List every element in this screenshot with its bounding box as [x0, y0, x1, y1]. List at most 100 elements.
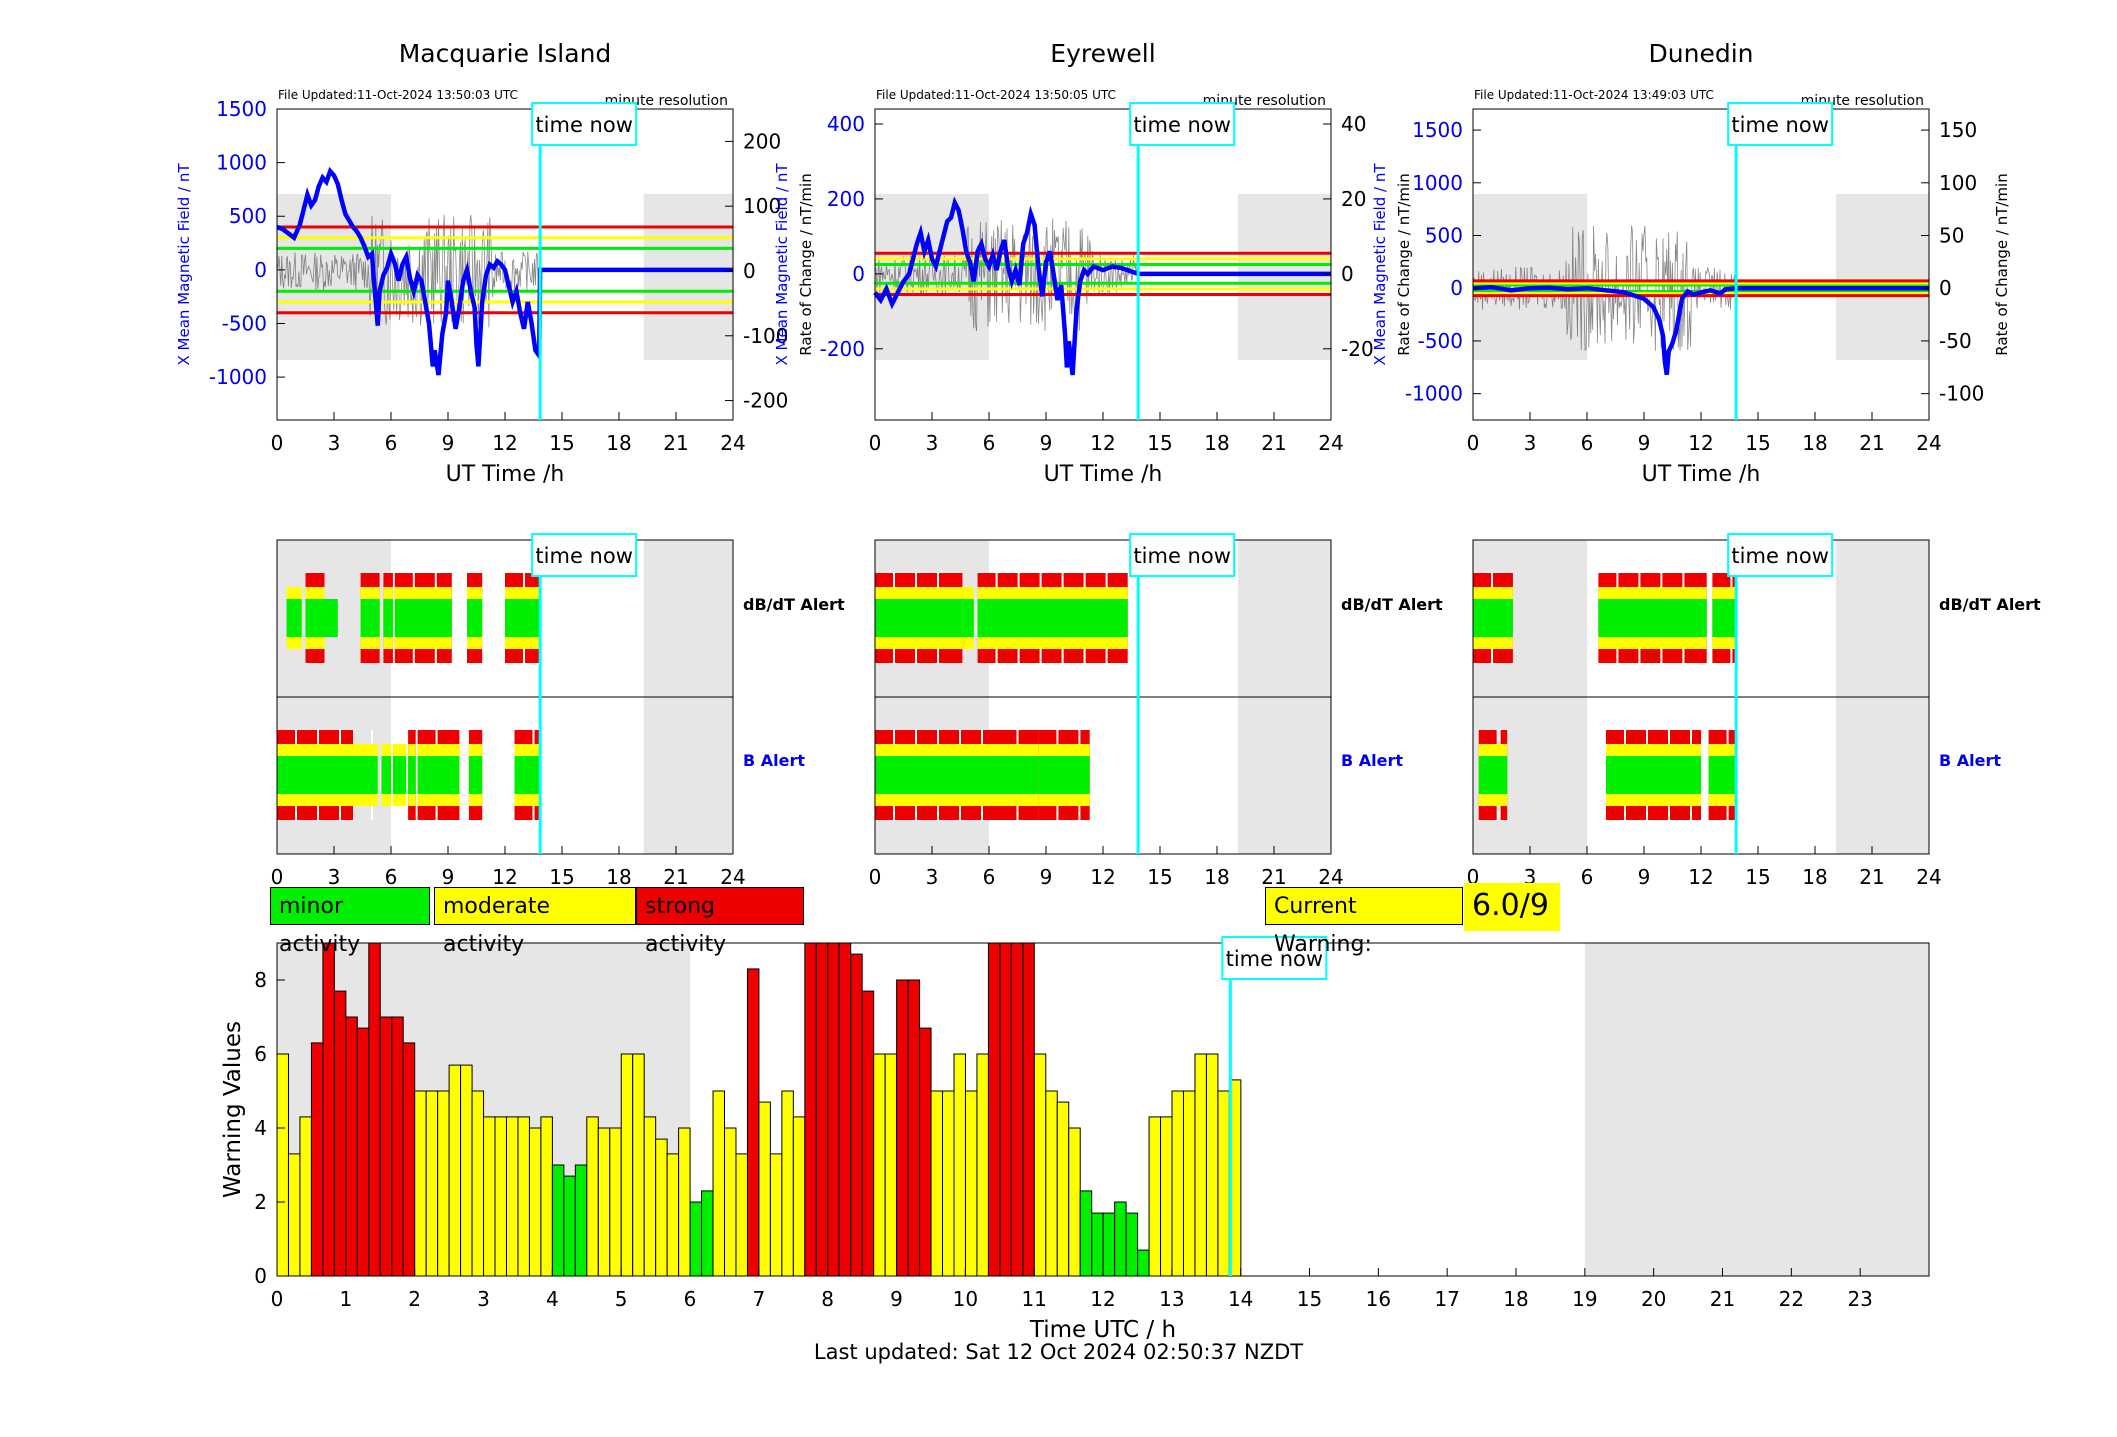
- x-tick-label: 17: [1434, 1287, 1459, 1311]
- y-tick-label: 2: [254, 1190, 267, 1214]
- right-tick-label: 50: [1939, 224, 1964, 248]
- b-alert-block-gap: [339, 806, 341, 820]
- warning-bar: [1010, 942, 1024, 1277]
- dbdt-alert-block-gap: [523, 573, 525, 587]
- x-tick-label: 14: [1228, 1287, 1253, 1311]
- dbdt-alert-block-gap: [1061, 649, 1064, 663]
- warning-bar: [976, 1053, 989, 1277]
- y-tick-label: 6: [254, 1042, 267, 1066]
- warning-bar: [1194, 1053, 1207, 1277]
- x-tick-label: 20: [1641, 1287, 1666, 1311]
- x-tick-label: 10: [953, 1287, 978, 1311]
- x-tick-label: 0: [271, 431, 284, 455]
- x-tick-label: 3: [328, 865, 341, 889]
- warning-bar: [1056, 1101, 1070, 1277]
- b-alert-block-gap: [1078, 806, 1081, 820]
- x-tick-label: 9: [1638, 865, 1651, 889]
- warning-bar: [701, 1190, 714, 1277]
- x-tick-label: 12: [1090, 1287, 1115, 1311]
- magnetic-field-trace: [1472, 284, 1929, 376]
- dbdt-alert-block-gap: [915, 573, 917, 587]
- x-tick-label: 15: [1745, 431, 1770, 455]
- warning-bar: [517, 1116, 530, 1277]
- b-alert-block-minor: [468, 756, 483, 794]
- x-tick-label: 18: [1204, 431, 1229, 455]
- b-alert-block-gap: [1498, 730, 1501, 744]
- warning-bar: [1125, 1212, 1139, 1277]
- b-alert-block-gap: [532, 806, 535, 820]
- right-tick-label: 40: [1341, 112, 1366, 136]
- x-tick-label: 9: [1040, 865, 1053, 889]
- warning-bar: [953, 1053, 966, 1277]
- x-tick-label: 8: [821, 1287, 834, 1311]
- dbdt-alert-block-gap: [1491, 649, 1493, 663]
- dbdt-alert-block-gap: [937, 649, 939, 663]
- dbdt-alert-block-minor: [318, 599, 338, 637]
- x-tick-label: 3: [328, 431, 341, 455]
- dbdt-alert-block-gap: [434, 649, 437, 663]
- dbdt-alert-block-gap: [1682, 573, 1685, 587]
- warning-bar: [792, 1116, 806, 1277]
- x-tick-label: 15: [549, 431, 574, 455]
- x-tick-label: 3: [926, 865, 939, 889]
- dbdt-alert-block-minor: [286, 599, 302, 637]
- warning-bar: [609, 1127, 622, 1277]
- warning-bar: [655, 1138, 668, 1277]
- x-tick-label: 12: [1688, 431, 1713, 455]
- x-tick-label: 6: [1581, 431, 1594, 455]
- dbdt-alert-block-gap: [1660, 649, 1663, 663]
- dbdt-alert-block-gap: [1017, 649, 1020, 663]
- dbdt-alert-block-minor: [1598, 599, 1707, 637]
- b-alert-label: B Alert: [1939, 751, 2001, 770]
- y2-axis-label: Rate of Change / nT/min: [797, 173, 815, 355]
- y-tick-label: 4: [254, 1116, 267, 1140]
- x-tick-label: 21: [1261, 431, 1286, 455]
- left-tick-label: -1000: [209, 365, 267, 389]
- warning-bar: [1068, 1127, 1081, 1277]
- x-tick-label: 19: [1572, 1287, 1597, 1311]
- x-axis-label: Time UTC / h: [1029, 1317, 1176, 1343]
- warning-bar: [919, 1027, 932, 1277]
- x-tick-label: 21: [1859, 865, 1884, 889]
- b-alert-block-gap: [295, 806, 297, 820]
- x-tick-label: 0: [869, 431, 882, 455]
- alert-panel-1: 0 3 6 9 12 15 18 21 24 dB/dT Alert B Alert time now: [869, 533, 1443, 889]
- time-now-label: time now: [535, 113, 632, 137]
- b-alert-block-gap: [893, 806, 895, 820]
- warning-bar: [999, 942, 1012, 1277]
- warning-bar: [368, 942, 381, 1277]
- dbdt-alert-block-gap: [1105, 649, 1108, 663]
- time-now-box: [1221, 936, 1328, 980]
- station-title: Eyrewell: [1050, 39, 1155, 68]
- x-tick-label: 0: [869, 865, 882, 889]
- time-now-box: [1129, 102, 1236, 146]
- x-tick-label: 18: [1802, 431, 1827, 455]
- right-tick-label: 0: [1939, 276, 1952, 300]
- warning-bar: [402, 1042, 416, 1277]
- alert-panel-0: 0 3 6 9 12 15 18 21 24 dB/dT Alert B Alert time now: [271, 533, 845, 889]
- x-tick-label: 21: [1710, 1287, 1735, 1311]
- warning-bar: [287, 1153, 301, 1277]
- dbdt-alert-block-gap: [1616, 573, 1619, 587]
- warning-bar: [494, 1116, 507, 1277]
- warning-bar: [460, 1064, 473, 1277]
- b-alert-block-minor: [381, 756, 391, 794]
- warning-bar: [620, 1053, 634, 1277]
- x-tick-label: 12: [492, 865, 517, 889]
- y-axis-label: X Mean Magnetic Field / nT: [773, 163, 791, 366]
- dbdt-alert-block-minor: [383, 599, 393, 637]
- y-axis-label: Warning Values: [220, 1021, 246, 1198]
- dbdt-alert-block-gap: [995, 649, 998, 663]
- b-alert-block-gap: [915, 730, 917, 744]
- station-title: Dunedin: [1649, 39, 1754, 68]
- warning-bar: [414, 1090, 427, 1277]
- y-axis-label: X Mean Magnetic Field / nT: [1371, 163, 1389, 366]
- right-tick-label: 150: [1939, 118, 1977, 142]
- warning-bar: [310, 1042, 324, 1277]
- warning-bar: [942, 1090, 955, 1277]
- b-alert-block-gap: [532, 730, 535, 744]
- b-alert-block-gap: [959, 806, 961, 820]
- dbdt-alert-block-gap: [1730, 649, 1733, 663]
